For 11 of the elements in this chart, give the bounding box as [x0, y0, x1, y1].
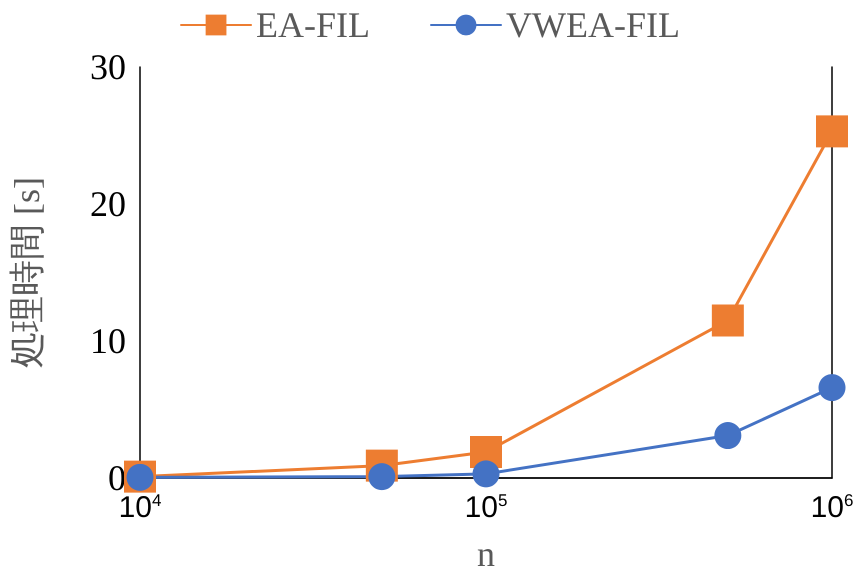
- y-tick-label: 30: [90, 47, 126, 87]
- y-tick-label: 20: [90, 184, 126, 224]
- point: [816, 115, 848, 148]
- x-axis-title: n: [477, 534, 495, 574]
- y-tick-label: 10: [90, 321, 126, 361]
- point: [818, 374, 846, 402]
- legend-label: VWEA-FIL: [506, 5, 680, 45]
- point: [472, 460, 500, 488]
- legend-label: EA-FIL: [256, 5, 370, 45]
- y-axis-title: 処理時間 [s]: [7, 177, 47, 368]
- y-tick-label: 0: [108, 458, 126, 498]
